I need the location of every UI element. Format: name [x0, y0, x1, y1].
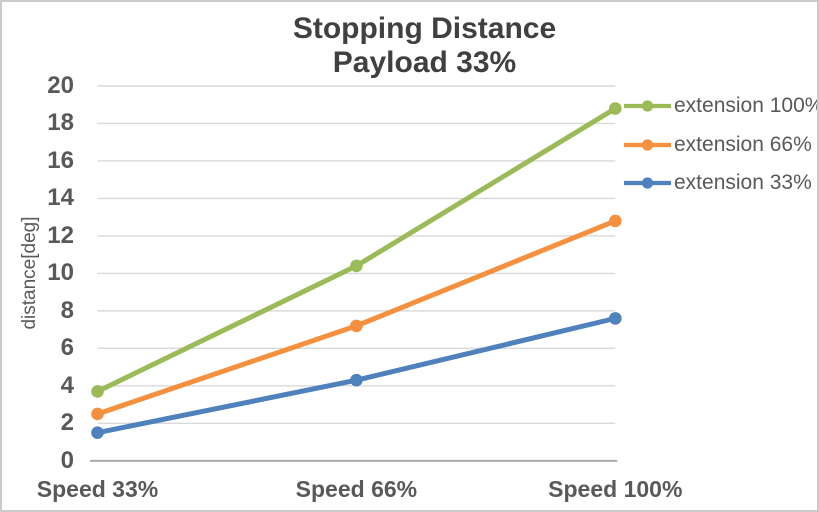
data-point-marker: [91, 385, 104, 398]
y-tick-label: 16: [47, 146, 74, 174]
y-tick-label: 2: [60, 409, 74, 437]
series-extension-100-: [91, 102, 622, 398]
legend-entry[interactable]: extension 100%: [624, 92, 819, 120]
legend-entry[interactable]: extension 66%: [624, 131, 812, 159]
legend-label: extension 100%: [674, 94, 819, 117]
x-axis-label: Speed 33%: [36, 476, 159, 502]
y-tick-label: 6: [60, 334, 74, 362]
chart-title-line1: Stopping Distance: [292, 12, 557, 45]
y-tick-label: 4: [60, 371, 74, 399]
data-point-marker: [350, 319, 363, 333]
y-tick-label: 0: [60, 446, 74, 474]
data-point-marker: [609, 102, 622, 115]
data-point-marker: [91, 426, 104, 439]
legend-marker-icon: [624, 139, 671, 151]
y-tick-label: 8: [60, 296, 74, 324]
data-point-marker: [91, 407, 104, 421]
y-tick-label: 14: [47, 184, 74, 212]
legend-label: extension 66%: [674, 132, 812, 156]
data-point-marker: [350, 259, 363, 273]
legend-marker-icon: [624, 177, 671, 189]
x-axis-label: Speed 100%: [548, 476, 683, 502]
data-point-marker: [350, 373, 363, 387]
x-axis-label: Speed 66%: [295, 476, 418, 502]
y-tick-label: 18: [47, 109, 74, 137]
y-tick-label: 10: [47, 259, 74, 287]
legend-entry[interactable]: extension 33%: [624, 169, 812, 197]
y-tick-label: 20: [47, 72, 74, 99]
chart-title-line2: Payload 33%: [332, 46, 517, 79]
data-point-marker: [609, 312, 622, 325]
y-tick-label: 12: [47, 221, 74, 249]
legend-marker-icon: [624, 100, 671, 112]
legend-label: extension 33%: [674, 171, 812, 195]
series-extension-66-: [91, 214, 622, 421]
data-point-marker: [609, 214, 622, 228]
series-extension-33-: [91, 312, 622, 439]
chart-title: Stopping Distance Payload 33%: [32, 12, 817, 80]
